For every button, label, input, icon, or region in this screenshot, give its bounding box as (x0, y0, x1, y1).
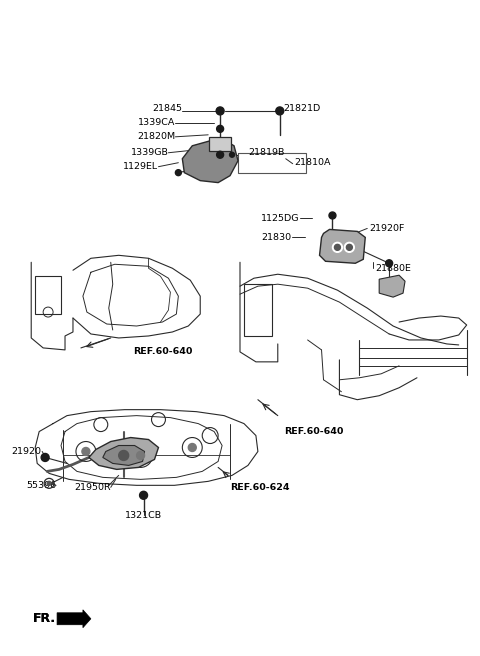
Circle shape (82, 447, 90, 455)
Text: 21920: 21920 (11, 447, 41, 456)
Circle shape (140, 491, 147, 499)
Polygon shape (89, 438, 158, 470)
Circle shape (216, 125, 224, 133)
Polygon shape (103, 445, 144, 465)
Circle shape (335, 244, 340, 251)
Text: 21821D: 21821D (284, 104, 321, 113)
Text: 1125DG: 1125DG (261, 214, 300, 223)
Circle shape (347, 244, 352, 251)
Text: 21845: 21845 (152, 104, 182, 113)
Text: 1339GB: 1339GB (131, 148, 168, 157)
Text: 21880E: 21880E (375, 264, 411, 273)
Circle shape (41, 453, 49, 461)
Circle shape (229, 152, 235, 157)
Circle shape (385, 260, 393, 267)
Circle shape (47, 482, 51, 485)
FancyBboxPatch shape (209, 137, 231, 151)
Text: 1339CA: 1339CA (138, 118, 175, 127)
Text: 21920F: 21920F (369, 224, 405, 233)
Text: 21810A: 21810A (295, 158, 331, 167)
Circle shape (175, 170, 181, 176)
Polygon shape (320, 230, 365, 263)
Circle shape (216, 152, 224, 158)
Polygon shape (182, 139, 238, 182)
Text: 21950R: 21950R (74, 483, 111, 492)
Circle shape (329, 212, 336, 219)
Text: REF.60-624: REF.60-624 (230, 483, 289, 492)
Text: 21819B: 21819B (248, 148, 284, 157)
Circle shape (188, 443, 196, 451)
Circle shape (216, 107, 224, 115)
Text: 21830: 21830 (262, 233, 292, 242)
Text: FR.: FR. (33, 612, 56, 625)
Text: REF.60-640: REF.60-640 (132, 348, 192, 356)
Circle shape (333, 242, 342, 253)
Text: REF.60-640: REF.60-640 (284, 427, 343, 436)
Text: 55396: 55396 (26, 481, 56, 490)
Text: 21820M: 21820M (137, 133, 175, 141)
Text: FR.: FR. (33, 612, 56, 625)
Text: 1129EL: 1129EL (123, 162, 158, 171)
Circle shape (276, 107, 284, 115)
Circle shape (137, 451, 144, 459)
Circle shape (119, 451, 129, 461)
Polygon shape (57, 610, 91, 628)
Text: 1321CB: 1321CB (125, 511, 162, 520)
Circle shape (344, 242, 354, 253)
Polygon shape (379, 276, 405, 297)
